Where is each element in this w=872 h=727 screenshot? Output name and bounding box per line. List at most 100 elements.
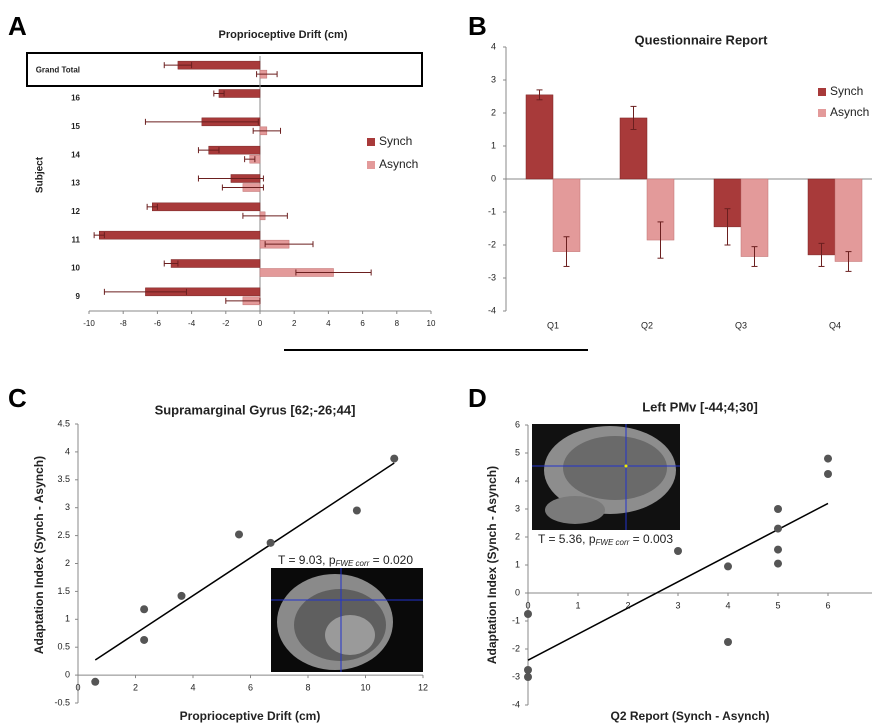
x-tick-label: 8	[305, 682, 310, 692]
y-tick-label: 14	[71, 150, 80, 159]
x-tick-label: Q4	[829, 320, 841, 330]
bar	[741, 179, 768, 257]
point	[178, 592, 186, 600]
y-tick-label: -3	[488, 272, 496, 282]
y-tick-label: -2	[488, 239, 496, 249]
x-tick-label: 2	[292, 319, 297, 328]
y-tick-label: 11	[72, 235, 81, 244]
x-tick-label: -6	[154, 319, 162, 328]
chart-title: Left PMv [-44;4;30]	[642, 399, 758, 414]
point	[724, 562, 732, 570]
point	[140, 636, 148, 644]
y-tick-label: 1	[491, 140, 496, 150]
y-tick-label: -0.5	[54, 697, 70, 707]
y-tick-label: -3	[512, 671, 520, 681]
x-tick-label: 2	[133, 682, 138, 692]
x-tick-label: 6	[360, 319, 365, 328]
y-tick-label: -2	[512, 643, 520, 653]
y-tick-label: -4	[512, 699, 520, 709]
y-tick-label: 16	[71, 94, 80, 103]
y-tick-label: 2	[491, 107, 496, 117]
point	[235, 530, 243, 538]
y-tick-label: -1	[512, 615, 520, 625]
y-tick-label: -4	[488, 305, 496, 315]
point	[140, 605, 148, 613]
y-tick-label: 2	[65, 558, 70, 568]
point	[824, 470, 832, 478]
x-tick-label: 4	[190, 682, 195, 692]
point	[267, 539, 275, 547]
annotation-subscript: FWE corr	[336, 559, 370, 568]
y-tick-label: 3	[515, 503, 520, 513]
chart-title: Questionnaire Report	[635, 32, 769, 47]
x-tick-label: -8	[120, 319, 128, 328]
legend-swatch	[818, 109, 826, 117]
x-tick-label: -2	[222, 319, 230, 328]
point	[524, 610, 532, 618]
y-tick-label: 4	[491, 41, 496, 51]
point	[774, 505, 782, 513]
x-tick-label: 10	[360, 682, 370, 692]
x-tick-label: 0	[525, 600, 530, 610]
point	[353, 506, 361, 514]
point	[774, 525, 782, 533]
x-tick-label: 6	[248, 682, 253, 692]
brain-image-d	[532, 424, 680, 530]
x-tick-label: 8	[395, 319, 400, 328]
annotation-text: T = 5.36, p	[538, 532, 596, 546]
y-tick-label: 0	[491, 173, 496, 183]
legend-swatch	[367, 138, 375, 146]
x-tick-label: 4	[725, 600, 730, 610]
x-tick-label: Q2	[641, 320, 653, 330]
x-tick-label: 5	[775, 600, 780, 610]
x-tick-label: 1	[575, 600, 580, 610]
x-tick-label: 3	[675, 600, 680, 610]
x-tick-label: 4	[326, 319, 331, 328]
annotation-text: T = 9.03, p	[278, 553, 336, 567]
y-tick-label: 15	[71, 122, 80, 131]
x-tick-label: 0	[75, 682, 80, 692]
point	[824, 455, 832, 463]
annotation-subscript: FWE corr	[596, 538, 630, 547]
y-tick-label: Grand Total	[36, 65, 80, 74]
legend-label: Synch	[830, 84, 863, 98]
y-tick-label: -1	[488, 206, 496, 216]
y-tick-label: 0	[65, 669, 70, 679]
y-tick-label: 0.5	[57, 642, 70, 652]
panel-letter: A	[8, 11, 27, 41]
y-tick-label: 4	[515, 475, 520, 485]
point	[524, 666, 532, 674]
panel-letter: C	[8, 383, 27, 413]
legend-label: Asynch	[379, 157, 418, 171]
x-tick-label: 0	[258, 319, 263, 328]
x-tick-label: 6	[825, 600, 830, 610]
x-axis-label: Proprioceptive Drift (cm)	[180, 709, 321, 723]
y-tick-label: 12	[71, 207, 80, 216]
y-tick-label: 4.5	[57, 418, 70, 428]
bar	[835, 179, 862, 262]
y-tick-label: 3.5	[57, 474, 70, 484]
y-axis-label: Subject	[35, 156, 46, 193]
annotation-text: = 0.003	[629, 532, 673, 546]
y-tick-label: 6	[515, 419, 520, 429]
point	[674, 547, 682, 555]
legend-swatch	[367, 161, 375, 169]
y-tick-label: 3	[65, 502, 70, 512]
annotation: T = 5.36, pFWE corr = 0.003	[538, 532, 673, 547]
highlight-box	[27, 53, 422, 86]
annotation: T = 9.03, pFWE corr = 0.020	[278, 553, 413, 568]
point	[774, 546, 782, 554]
panel-letter: B	[468, 11, 487, 41]
bar	[152, 203, 260, 211]
point	[91, 678, 99, 686]
y-tick-label: 13	[71, 179, 80, 188]
figure: A Proprioceptive Drift (cm) -1 0 -8 -6 -4 -2 0 2 4…	[0, 0, 872, 727]
y-tick-label: 9	[76, 292, 81, 301]
point	[774, 560, 782, 568]
y-axis-label: Adaptation Index (Synch - Asynch)	[32, 456, 46, 654]
panel-letter: D	[468, 383, 487, 413]
y-axis-label: Adaptation Index (Synch - Asynch)	[485, 466, 499, 664]
y-tick-label: 1	[515, 559, 520, 569]
brain-images	[271, 424, 680, 672]
x-tick-label: -4	[188, 319, 196, 328]
